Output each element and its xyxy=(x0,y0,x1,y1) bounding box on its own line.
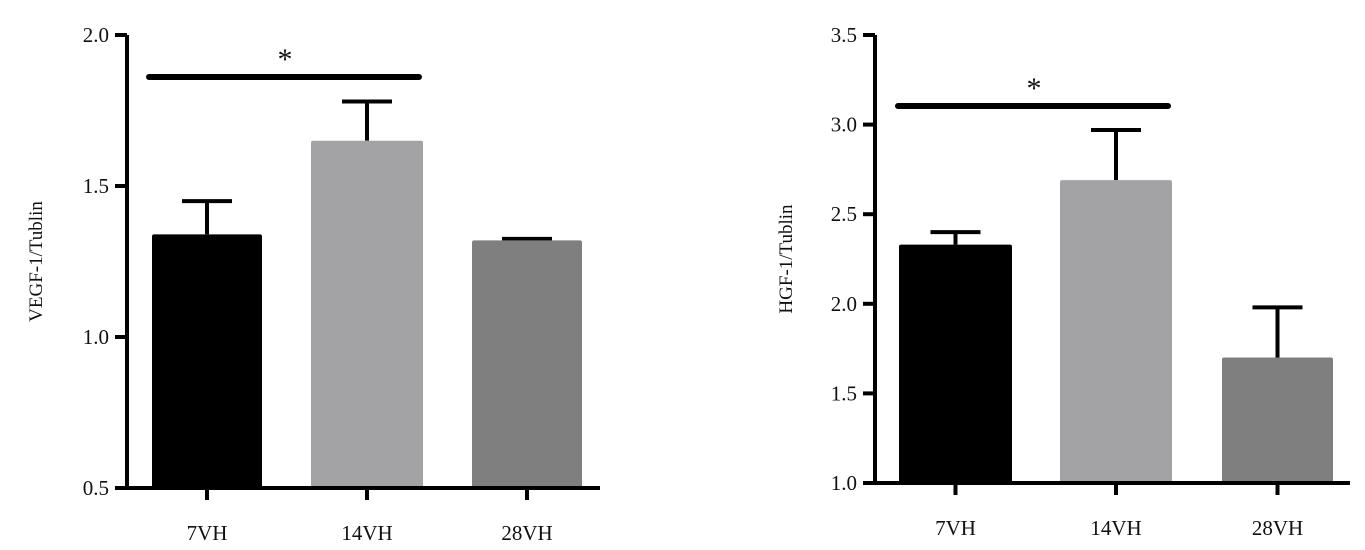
y-tick-label: 1.0 xyxy=(831,471,857,495)
bar-14VH xyxy=(1060,180,1172,484)
y-tick-label: 2.5 xyxy=(831,202,857,226)
significance-label: * xyxy=(278,43,293,76)
x-tick-label: 14VH xyxy=(341,521,392,545)
x-tick-label: 7VH xyxy=(935,516,976,540)
y-axis-label: HGF-1/Tublin xyxy=(776,204,797,314)
y-tick-label: 0.5 xyxy=(83,476,109,500)
y-tick-label: 2.0 xyxy=(83,23,109,47)
bar-14VH xyxy=(311,140,423,488)
y-tick-label: 1.0 xyxy=(83,325,109,349)
chart-2: 7VH 14VH 28VH 1.0 1.5 2.0 2.5 3.0 3.5 HGF-1/Tubli… xyxy=(776,23,1350,540)
y-tick-label: 2.0 xyxy=(831,292,857,316)
y-tick-label: 3.0 xyxy=(831,113,857,137)
x-tick-label: 28VH xyxy=(501,521,552,545)
bar-7VH xyxy=(899,244,1012,483)
bar-28VH xyxy=(1222,357,1333,483)
x-tick-label: 28VH xyxy=(1252,516,1303,540)
bar-7VH xyxy=(152,234,262,488)
y-tick-label: 1.5 xyxy=(831,381,857,405)
significance-label: * xyxy=(1027,72,1042,105)
bar-28VH xyxy=(472,240,582,488)
chart-1: 7VH 14VH 28VH 0.5 1.0 1.5 2.0 VEGF-1/Tublin * xyxy=(26,23,600,545)
x-tick-label: 14VH xyxy=(1090,516,1141,540)
y-tick-label: 1.5 xyxy=(83,174,109,198)
y-tick-label: 3.5 xyxy=(831,23,857,47)
y-axis-label: VEGF-1/Tublin xyxy=(26,201,47,322)
x-tick-label: 7VH xyxy=(187,521,228,545)
